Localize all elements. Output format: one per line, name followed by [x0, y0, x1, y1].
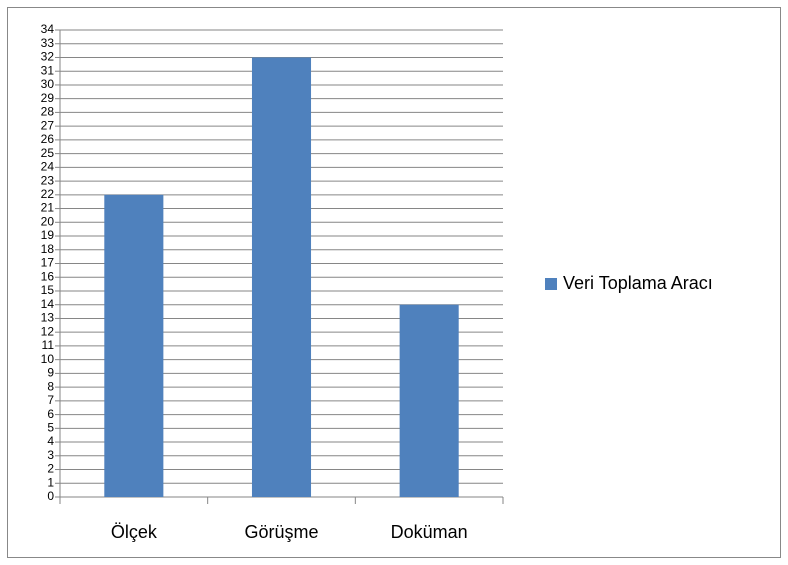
y-tick-label: 17 — [41, 256, 55, 270]
y-tick-label: 11 — [42, 338, 55, 352]
legend-label: Veri Toplama Aracı — [563, 273, 713, 293]
y-tick-label: 10 — [41, 352, 55, 366]
y-tick-label: 13 — [41, 311, 55, 325]
y-tick-label: 20 — [41, 214, 55, 228]
y-tick-label: 19 — [41, 228, 55, 242]
y-tick-label: 2 — [47, 462, 54, 476]
y-tick-label: 26 — [41, 132, 55, 146]
y-tick-label: 28 — [41, 105, 55, 119]
y-tick-label: 27 — [41, 118, 55, 132]
y-tick-label: 34 — [41, 22, 55, 36]
x-tick-label: Görüşme — [244, 522, 318, 542]
bar — [251, 57, 312, 498]
y-tick-label: 24 — [41, 160, 55, 174]
y-tick-label: 23 — [41, 173, 55, 187]
y-tick-label: 14 — [41, 297, 55, 311]
legend-swatch — [545, 278, 557, 290]
y-tick-label: 21 — [41, 201, 55, 215]
x-tick-label: Doküman — [391, 522, 468, 542]
y-tick-label: 30 — [41, 77, 55, 91]
y-tick-label: 15 — [41, 283, 55, 297]
bar — [104, 194, 164, 497]
y-tick-label: 8 — [47, 379, 54, 393]
y-tick-label: 22 — [41, 187, 55, 201]
y-tick-label: 29 — [41, 91, 55, 105]
y-tick-label: 12 — [41, 324, 55, 338]
y-tick-label: 6 — [47, 407, 54, 421]
y-tick-label: 0 — [47, 489, 54, 503]
y-tick-label: 4 — [47, 434, 54, 448]
y-tick-label: 31 — [41, 63, 55, 77]
x-tick-label: Ölçek — [111, 522, 158, 542]
y-tick-label: 16 — [41, 269, 55, 283]
y-tick-label: 9 — [47, 366, 54, 380]
y-tick-label: 3 — [47, 448, 54, 462]
y-tick-label: 1 — [47, 475, 54, 489]
y-tick-label: 7 — [47, 393, 54, 407]
y-tick-label: 33 — [41, 36, 55, 50]
bar — [399, 304, 459, 497]
y-tick-label: 5 — [47, 420, 54, 434]
y-tick-label: 18 — [41, 242, 55, 256]
y-tick-label: 25 — [41, 146, 55, 160]
y-tick-label: 32 — [41, 50, 55, 64]
